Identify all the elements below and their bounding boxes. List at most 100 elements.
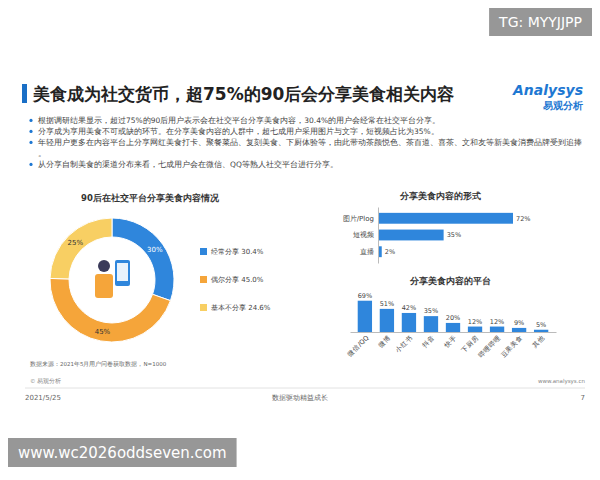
plot-area — [358, 301, 549, 332]
website: www.analysys.cn — [538, 378, 586, 385]
data-label: 2% — [385, 248, 395, 256]
tick: 其他 — [531, 334, 547, 350]
bar — [446, 323, 460, 332]
watermark-text: TG: MYYJJPP — [498, 14, 582, 30]
copyright: © 易观分析 — [30, 378, 61, 384]
footer-rule — [25, 388, 585, 389]
bar — [380, 309, 394, 332]
tick: 微信/QQ — [346, 334, 370, 358]
tick: 抖音 — [420, 334, 436, 350]
footer-slogan: 数据驱动精益成长 — [272, 394, 328, 402]
tick-label: 下厨房 — [460, 334, 481, 355]
data-label: 12% — [468, 318, 482, 326]
tick: 短视频 — [353, 231, 374, 239]
donut: 30% 45% 25% — [50, 218, 174, 342]
tick-label: 微信/QQ — [346, 334, 370, 358]
watermark: www.wc2026oddseven.com — [8, 438, 237, 467]
icon-body — [95, 274, 113, 298]
tick: 哔哩哔哩 — [477, 334, 502, 359]
watermark-text: www.wc2026oddseven.com — [18, 444, 227, 462]
pie-slice — [50, 218, 112, 279]
bullet-text: 根据调研结果显示，超过75%的90后用户表示会在社交平台分享美食内容，30.4%… — [38, 116, 440, 125]
tick-label: 小红书 — [394, 334, 415, 355]
legend-swatch — [200, 248, 207, 255]
bullet-text: 年轻用户更多在内容平台上分享网红美食打卡、聚餐菜品、复刻美食、下厨体验等，由此带… — [38, 138, 582, 158]
title-bar — [22, 84, 27, 103]
legend-swatch — [200, 276, 207, 283]
data-label: 72% — [516, 215, 530, 223]
tick-label: 抖音 — [420, 334, 436, 350]
icon — [95, 260, 130, 298]
data-label: 35% — [424, 307, 438, 315]
bullet-line: 。 — [38, 149, 46, 158]
category-axis: 微信/QQ 微博小红书抖音快手下厨房哔哩哔哩豆果美食其他 — [346, 333, 556, 360]
page-title: 美食成为社交货币，超75%的90后会分享美食相关内容 — [32, 84, 454, 104]
icon-screen — [117, 263, 128, 281]
icon-phone — [115, 260, 130, 286]
tick: 直播 — [360, 248, 374, 256]
legend-swatch — [200, 304, 207, 311]
chart-title: 分享美食内容的平台 — [409, 276, 491, 286]
bar — [490, 327, 504, 332]
bar — [378, 213, 513, 224]
pie-slice — [112, 218, 174, 301]
tick-label: 微博 — [377, 334, 393, 350]
bar — [512, 328, 526, 332]
logo-name: 易观分析 — [542, 100, 583, 111]
data-label: 30% — [147, 246, 163, 254]
watermark-box — [489, 8, 592, 36]
bar — [358, 301, 372, 332]
axis-line — [351, 332, 557, 333]
bullet-line: 年轻用户更多在内容平台上分享网红美食打卡、聚餐菜品、复刻美食、下厨体验等，由此带… — [38, 138, 582, 147]
bar — [534, 330, 548, 332]
data-label: 69% — [358, 292, 372, 300]
icon-head — [98, 260, 110, 272]
data-label: 9% — [514, 319, 524, 327]
data-label: 25% — [68, 239, 84, 247]
logo-brand: Analysys — [512, 82, 583, 98]
data-label: 42% — [402, 304, 416, 312]
bar — [468, 327, 482, 332]
chart-title: 90后在社交平台分享美食内容情况 — [81, 193, 220, 203]
category-axis: 图片/Plog 短视频直播 — [343, 208, 379, 264]
bullet-dot — [29, 130, 32, 133]
bar — [378, 230, 444, 241]
bullet-text: 从分享自制美食的渠道分布来看，七成用户会在微信、QQ等熟人社交平台进行分享。 — [38, 160, 338, 169]
bar — [424, 316, 438, 332]
tick-label: 短视频 — [353, 231, 374, 239]
bullet-line: 分享成为享用美食不可或缺的环节。在分享美食内容的人群中，超七成用户采用图片与文字… — [38, 127, 439, 136]
tick: 图片/Plog — [343, 215, 374, 223]
page: 美食成为社交货币，超75%的90后会分享美食相关内容 Analysys 易观分析根据… — [0, 0, 600, 480]
footer-date: 2021/5/25 — [25, 394, 61, 402]
bullet-dot — [29, 119, 32, 122]
tick-label: 其他 — [531, 334, 547, 350]
plot-area — [378, 213, 513, 257]
tick-label: 豆果美食 — [499, 334, 524, 359]
watermark: TG: MYYJJPP — [489, 8, 592, 36]
bar — [402, 313, 416, 332]
data-label: 51% — [380, 300, 394, 308]
source-note: 数据来源：2021年5月用户问卷获取数据，N=1000 — [30, 360, 167, 367]
page-number: 7 — [581, 394, 585, 402]
bullet-line: 根据调研结果显示，超过75%的90后用户表示会在社交平台分享美食内容，30.4%… — [38, 116, 440, 125]
bullet-dot — [29, 163, 32, 166]
tick-label: 直播 — [360, 248, 374, 256]
data-label: 45% — [95, 328, 111, 336]
tick: 微博 — [377, 334, 393, 350]
background — [0, 0, 600, 480]
legend-label: 偶尔分享 45.0% — [211, 276, 264, 284]
legend-label: 经常分享 30.4% — [211, 248, 264, 256]
bullet-line: 从分享自制美食的渠道分布来看，七成用户会在微信、QQ等熟人社交平台进行分享。 — [38, 160, 338, 169]
slide: 美食成为社交货币，超75%的90后会分享美食相关内容 Analysys 易观分析根据… — [0, 0, 600, 480]
tick: 小红书 — [394, 334, 415, 355]
bullet-text: 分享成为享用美食不可或缺的环节。在分享美食内容的人群中，超七成用户采用图片与文字… — [38, 127, 439, 136]
data-label: 12% — [490, 318, 504, 326]
tick-label: 哔哩哔哩 — [477, 334, 502, 359]
data-label: 5% — [536, 321, 546, 329]
bullet-dot — [29, 141, 32, 144]
axis-line — [378, 208, 379, 264]
tick: 快手 — [442, 334, 458, 350]
tick-label: 图片/Plog — [343, 215, 374, 223]
tick: 下厨房 — [460, 334, 481, 355]
tick-label: 快手 — [442, 334, 458, 350]
